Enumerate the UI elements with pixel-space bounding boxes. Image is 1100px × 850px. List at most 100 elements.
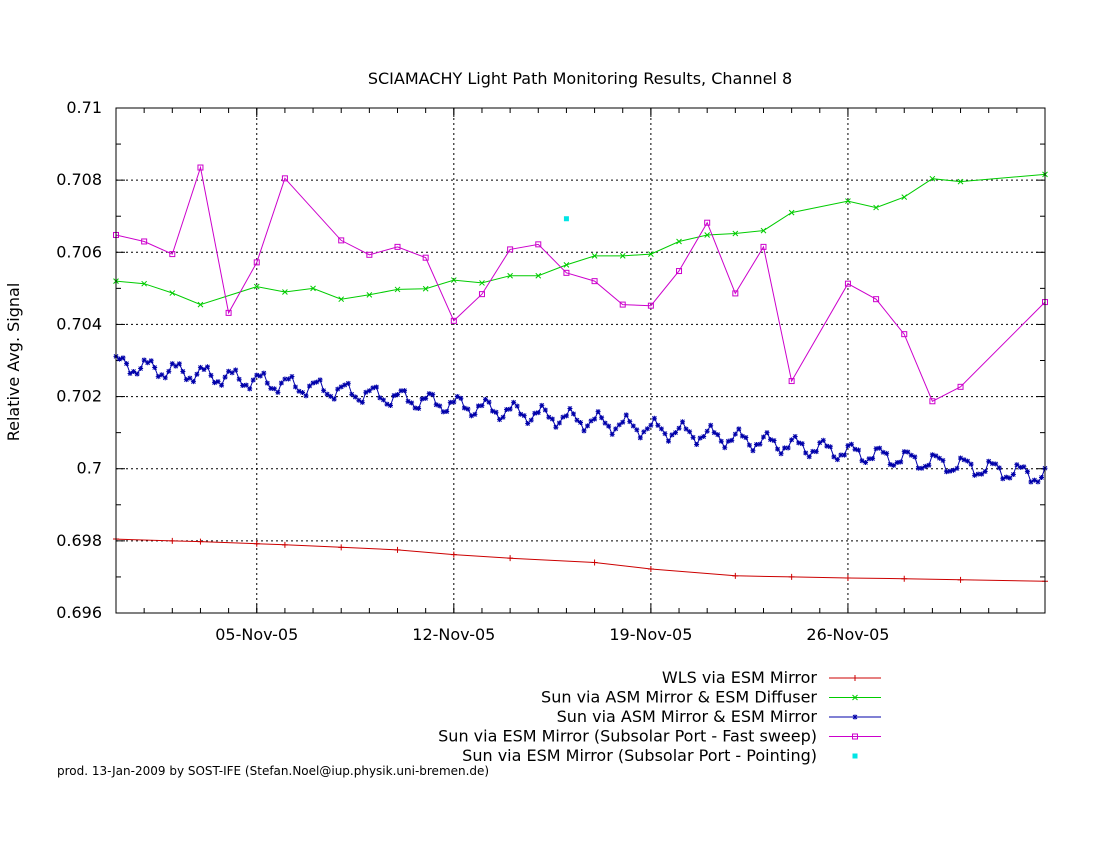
data-point: [307, 383, 313, 389]
data-point: [208, 372, 214, 378]
data-point: [194, 371, 200, 377]
gridlines: [116, 108, 1045, 613]
data-point: [405, 398, 411, 404]
data-point: [813, 449, 819, 455]
data-point: [479, 403, 485, 409]
data-point: [310, 285, 316, 292]
data-point: [884, 450, 890, 456]
data-point: [176, 361, 182, 367]
data-point: [844, 280, 851, 287]
data-point: [338, 296, 345, 303]
data-point: [197, 364, 203, 370]
data-point: [732, 290, 739, 297]
data-point: [680, 419, 686, 425]
data-point: [619, 253, 626, 259]
data-point: [789, 437, 795, 443]
data-point: [943, 469, 949, 475]
data-point: [366, 251, 373, 258]
data-point: [324, 391, 330, 397]
data-point: [940, 457, 946, 463]
data-point: [866, 456, 872, 462]
data-point: [409, 400, 415, 406]
data-point: [282, 289, 288, 295]
data-point: [145, 360, 151, 366]
data-point: [912, 454, 918, 460]
data-point: [757, 441, 763, 447]
data-point: [957, 178, 964, 185]
data-point: [592, 416, 598, 422]
data-point: [768, 437, 774, 443]
data-point: [764, 430, 770, 436]
data-point: [658, 426, 664, 432]
data-point: [398, 388, 404, 394]
data-point: [236, 376, 242, 382]
data-point: [1035, 479, 1041, 485]
data-point: [662, 431, 668, 437]
data-point: [563, 262, 570, 268]
data-point: [528, 417, 534, 423]
series-sun-via-esm-mirror-subsolar-port-fast-sweep: [113, 164, 1048, 405]
data-point: [233, 367, 239, 373]
data-point: [982, 469, 988, 475]
legend-label: Sun via ASM Mirror & ESM Diffuser: [541, 688, 817, 707]
data-point: [468, 413, 474, 419]
data-point: [437, 403, 443, 409]
data-point: [743, 435, 749, 441]
data-point: [901, 194, 908, 200]
data-point: [300, 390, 306, 396]
x-tick-label: 19-Nov-05: [609, 625, 692, 644]
y-tick-label: 0.7: [77, 459, 102, 478]
data-point: [475, 403, 481, 409]
data-point: [648, 422, 654, 428]
data-point: [676, 268, 683, 275]
data-point: [507, 272, 513, 279]
data-point: [782, 445, 788, 451]
data-point: [701, 434, 707, 440]
data-point: [197, 301, 204, 308]
data-point: [775, 446, 781, 452]
data-point: [947, 468, 953, 474]
data-point: [472, 411, 478, 417]
data-point: [268, 385, 274, 391]
data-point: [778, 451, 784, 457]
data-point: [141, 280, 148, 287]
data-point: [669, 432, 675, 438]
data-point: [253, 283, 260, 290]
chart-title: SCIAMACHY Light Path Monitoring Results,…: [368, 69, 792, 88]
data-point: [1017, 464, 1023, 470]
data-point: [620, 419, 626, 425]
data-point: [384, 401, 390, 407]
data-point: [454, 394, 460, 400]
data-point: [870, 456, 876, 462]
data-point: [844, 575, 851, 582]
data-point: [450, 317, 457, 324]
data-point: [281, 175, 288, 182]
data-point: [581, 428, 587, 434]
data-point: [697, 435, 703, 441]
y-tick-label: 0.704: [56, 314, 102, 333]
data-point: [567, 405, 573, 411]
data-point: [922, 463, 928, 469]
data-point: [215, 379, 221, 385]
data-point: [229, 370, 235, 376]
data-point: [253, 259, 260, 266]
data-point: [490, 408, 496, 414]
data-point: [310, 380, 316, 386]
data-point: [1000, 476, 1006, 482]
data-point: [479, 280, 485, 286]
data-point: [609, 431, 615, 437]
data-point: [419, 396, 425, 402]
data-point: [247, 386, 253, 392]
data-point: [926, 462, 932, 468]
data-point: [335, 386, 341, 392]
data-point: [117, 356, 123, 362]
data-point: [627, 419, 633, 425]
data-point: [788, 573, 795, 580]
data-point: [690, 434, 696, 440]
data-point: [732, 230, 739, 237]
data-point: [173, 363, 179, 369]
data-point: [226, 368, 232, 374]
data-point: [169, 251, 176, 258]
data-point: [722, 445, 728, 451]
data-point: [785, 445, 791, 451]
